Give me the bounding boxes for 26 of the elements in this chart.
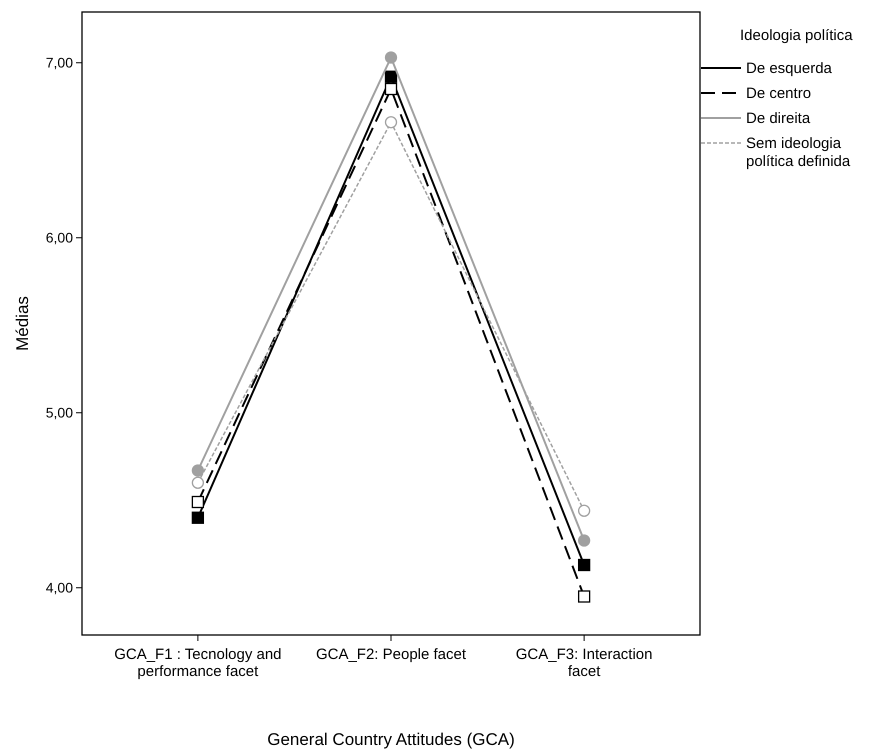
legend-label: Sem ideologia política definida [746, 135, 851, 170]
legend-label: De esquerda [746, 60, 833, 77]
point [578, 504, 590, 517]
y-tick-label: 4,00 [46, 580, 74, 596]
point [384, 116, 398, 128]
point [192, 496, 204, 508]
legend-title: Ideologia política [740, 27, 854, 44]
y-tick-label: 6,00 [46, 230, 74, 246]
point [384, 51, 398, 64]
x-tick-label: GCA_F3: Interaction facet [516, 646, 652, 680]
x-tick-label: GCA_F2: People facet [316, 646, 467, 663]
y-tick-label: 7,00 [46, 54, 74, 71]
point [578, 534, 590, 547]
legend-label: De centro [746, 85, 812, 102]
point [384, 70, 398, 83]
y-axis-title: Médias [13, 296, 32, 351]
point [384, 82, 398, 96]
y-tick-label: 5,00 [46, 404, 74, 421]
point [578, 558, 590, 572]
x-axis-title: General Country Attitudes (GCA) [267, 730, 515, 749]
point [578, 590, 590, 603]
legend-label: De direita [746, 110, 811, 127]
point [192, 512, 204, 524]
point [192, 476, 204, 489]
point [192, 464, 204, 477]
x-tick-label: GCA_F1 : Tecnology and performance facet [114, 646, 282, 680]
